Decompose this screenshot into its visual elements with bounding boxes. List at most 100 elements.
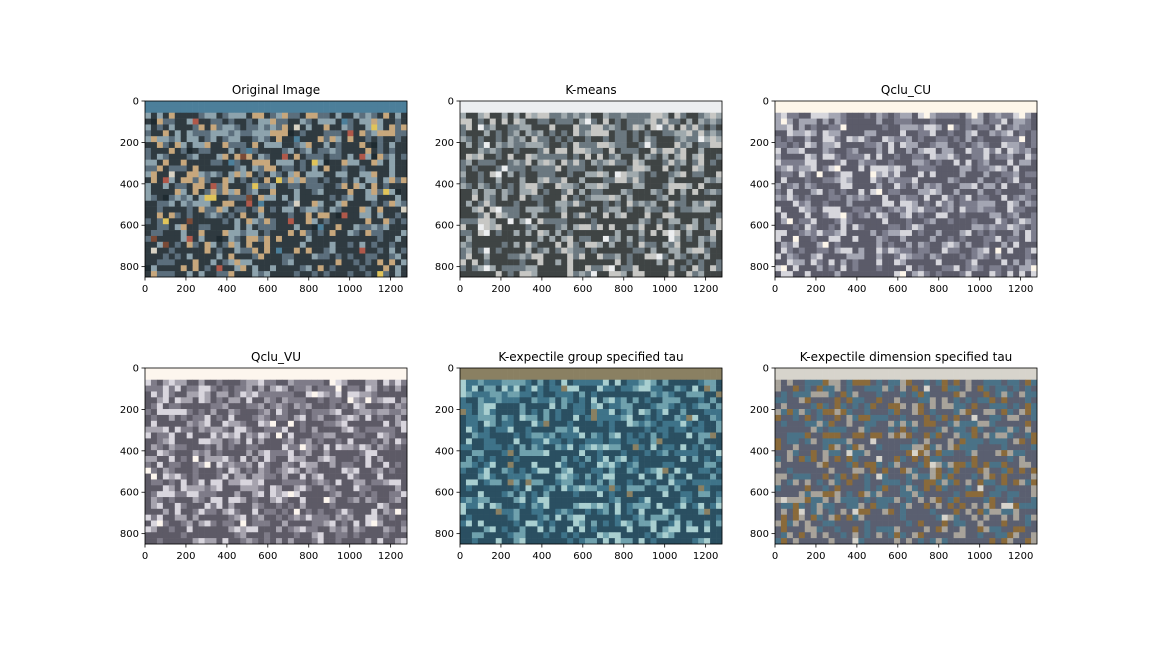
image-cell bbox=[947, 230, 954, 237]
image-cell bbox=[395, 450, 402, 457]
image-cell bbox=[959, 206, 966, 213]
image-cell bbox=[287, 368, 295, 375]
image-cell bbox=[513, 218, 520, 225]
image-cell bbox=[293, 194, 301, 202]
image-cell bbox=[579, 230, 586, 237]
image-cell bbox=[1001, 165, 1008, 172]
image-cell bbox=[341, 391, 348, 398]
image-cell bbox=[1025, 136, 1032, 143]
image-cell bbox=[1019, 265, 1026, 272]
image-cell bbox=[977, 200, 984, 207]
image-cell bbox=[668, 153, 675, 160]
image-cell bbox=[287, 224, 295, 231]
image-cell bbox=[335, 368, 342, 375]
image-cell bbox=[828, 165, 835, 172]
image-cell bbox=[840, 189, 847, 196]
image-cell bbox=[198, 414, 205, 422]
image-cell bbox=[168, 177, 176, 184]
image-cell bbox=[311, 218, 318, 225]
image-cell bbox=[710, 101, 717, 108]
image-cell bbox=[180, 136, 187, 143]
image-cell bbox=[299, 200, 307, 207]
image-cell bbox=[222, 409, 229, 416]
image-cell bbox=[519, 241, 526, 248]
image-cell bbox=[156, 142, 164, 149]
image-cell bbox=[401, 235, 408, 243]
image-cell bbox=[483, 241, 491, 248]
image-cell bbox=[680, 212, 687, 219]
image-cell bbox=[228, 473, 235, 480]
image-cell bbox=[614, 177, 622, 184]
image-cell bbox=[716, 101, 723, 108]
image-cell bbox=[632, 130, 639, 137]
image-cell bbox=[335, 124, 342, 131]
image-cell bbox=[180, 241, 187, 248]
image-cell bbox=[549, 200, 556, 207]
image-cell bbox=[489, 247, 497, 254]
image-cell bbox=[1031, 206, 1038, 213]
image-cell bbox=[929, 235, 937, 243]
image-cell bbox=[353, 189, 360, 196]
image-cell bbox=[264, 101, 271, 108]
image-cell bbox=[460, 241, 467, 248]
image-cell bbox=[353, 426, 360, 433]
image-cell bbox=[668, 218, 675, 225]
image-cell bbox=[335, 153, 342, 160]
image-cell bbox=[335, 432, 342, 439]
image-cell bbox=[335, 414, 342, 422]
image-cell bbox=[591, 183, 598, 190]
image-cell bbox=[359, 224, 366, 231]
image-cell bbox=[276, 432, 283, 439]
image-cell bbox=[602, 247, 610, 254]
image-cell bbox=[377, 438, 384, 445]
image-cell bbox=[264, 391, 271, 398]
image-cell bbox=[716, 218, 723, 225]
image-cell bbox=[145, 112, 152, 119]
image-cell bbox=[401, 271, 408, 278]
image-cell bbox=[329, 456, 336, 463]
image-cell bbox=[156, 206, 164, 213]
image-cell bbox=[834, 259, 841, 266]
image-cell bbox=[234, 379, 241, 386]
image-cell bbox=[632, 259, 639, 266]
image-cell bbox=[680, 153, 687, 160]
image-cell bbox=[246, 153, 253, 160]
image-cell bbox=[377, 409, 384, 416]
image-cell bbox=[888, 165, 895, 172]
image-cell bbox=[156, 224, 164, 231]
image-cell bbox=[264, 467, 271, 474]
image-cell bbox=[276, 101, 283, 108]
image-cell bbox=[929, 101, 937, 108]
image-cell bbox=[1025, 153, 1032, 160]
image-cell bbox=[923, 171, 931, 178]
image-cell bbox=[596, 159, 604, 166]
image-cell bbox=[335, 444, 342, 451]
image-cell bbox=[888, 265, 895, 272]
image-cell bbox=[264, 450, 271, 457]
image-cell bbox=[258, 194, 265, 202]
image-cell bbox=[377, 177, 384, 184]
image-cell bbox=[959, 265, 966, 272]
image-cell bbox=[501, 271, 508, 278]
image-cell bbox=[864, 259, 871, 266]
image-cell bbox=[329, 235, 336, 243]
image-cell bbox=[698, 218, 705, 225]
image-cell bbox=[995, 130, 1002, 137]
image-cell bbox=[216, 106, 223, 114]
image-cell bbox=[287, 385, 295, 392]
image-cell bbox=[311, 379, 318, 386]
image-cell bbox=[323, 212, 330, 219]
image-cell bbox=[882, 259, 889, 266]
image-cell bbox=[377, 467, 384, 474]
image-cell bbox=[906, 147, 913, 155]
image-cell bbox=[186, 253, 193, 260]
image-cell bbox=[971, 124, 978, 131]
image-cell bbox=[234, 473, 241, 480]
image-cell bbox=[240, 253, 247, 260]
image-cell bbox=[210, 241, 217, 248]
image-cell bbox=[323, 379, 330, 386]
image-cell bbox=[947, 218, 954, 225]
image-cell bbox=[156, 230, 164, 237]
image-cell bbox=[1007, 224, 1014, 231]
image-cell bbox=[145, 189, 152, 196]
